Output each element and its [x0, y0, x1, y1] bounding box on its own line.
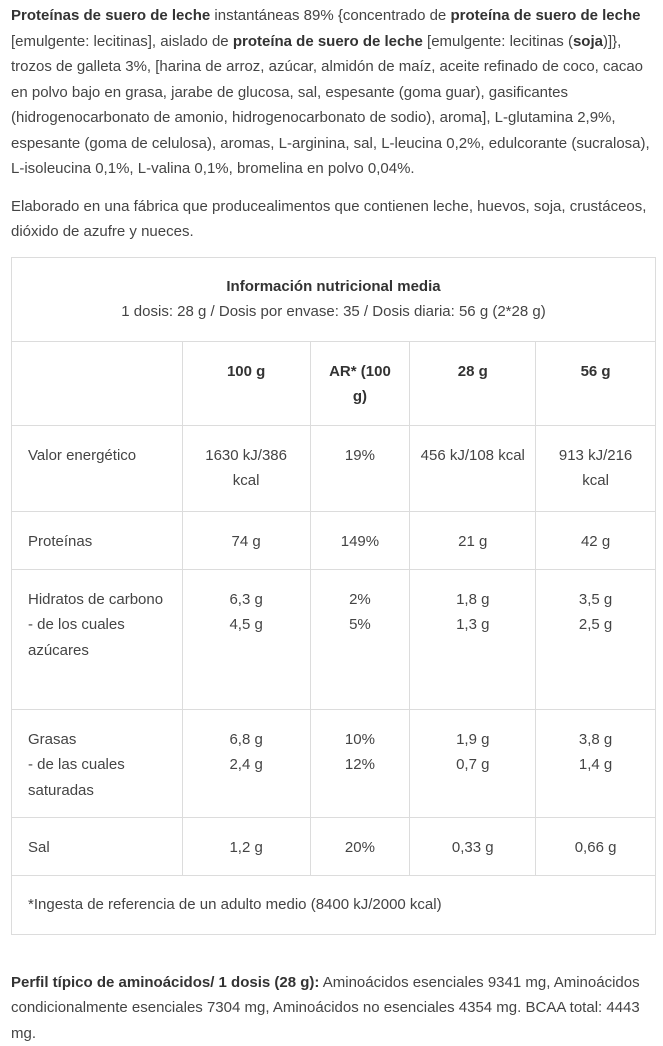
table-cell: 42 g: [536, 511, 656, 569]
cell-line: 1,8 g: [420, 587, 525, 613]
column-header: 100 g: [182, 341, 310, 425]
row-label: Proteínas: [12, 511, 183, 569]
bold-text: Perfil típico de aminoácidos/ 1 dosis (2…: [11, 974, 319, 991]
table-subtitle: 1 dosis: 28 g / Dosis por envase: 35 / D…: [22, 299, 645, 325]
cell-line: 6,8 g: [193, 727, 300, 753]
ingredients: Proteínas de suero de leche instantáneas…: [11, 3, 655, 182]
table-cell: 20%: [310, 818, 410, 876]
nutrition-table: Información nutricional media 1 dosis: 2…: [11, 257, 656, 935]
cell-line: 4,5 g: [193, 612, 300, 638]
bold-text: proteína de suero de leche: [233, 33, 423, 50]
row-label: Valor energético: [12, 425, 183, 511]
cell-line: Valor energético: [28, 443, 172, 469]
table-cell: 149%: [310, 511, 410, 569]
allergens: Elaborado en una fábrica que producealim…: [11, 194, 655, 245]
cell-line: 21 g: [420, 529, 525, 555]
table-cell: 913 kJ/216 kcal: [536, 425, 656, 511]
table-cell: 74 g: [182, 511, 310, 569]
table-cell: 0,33 g: [410, 818, 536, 876]
cell-line: Grasas: [28, 727, 172, 753]
cell-line: 19%: [321, 443, 400, 469]
row-label: Hidratos de carbono- de los cuales azúca…: [12, 569, 183, 709]
cell-line: 1630 kJ/386 kcal: [193, 443, 300, 494]
table-cell: 456 kJ/108 kcal: [410, 425, 536, 511]
cell-line: 5%: [321, 612, 400, 638]
table-cell: 0,66 g: [536, 818, 656, 876]
bold-text: proteína de suero de leche: [450, 7, 640, 24]
bold-text: soja: [573, 33, 603, 50]
table-header: Información nutricional media 1 dosis: 2…: [12, 257, 656, 341]
cell-line: 74 g: [193, 529, 300, 555]
table-row: Valor energético 1630 kJ/386 kcal 19% 456 k…: [12, 425, 656, 511]
bold-text: Proteínas de suero de leche: [11, 7, 210, 24]
amino-profile: Perfil típico de aminoácidos/ 1 dosis (2…: [11, 970, 655, 1046]
table-cell: 2%5%: [310, 569, 410, 709]
cell-line: 10%: [321, 727, 400, 753]
cell-line: 0,66 g: [546, 835, 645, 861]
cell-line: 0,7 g: [420, 752, 525, 778]
column-header: 28 g: [410, 341, 536, 425]
cell-line: 456 kJ/108 kcal: [420, 443, 525, 469]
table-cell: 1,2 g: [182, 818, 310, 876]
cell-line: 3,5 g: [546, 587, 645, 613]
table-row: Proteínas 74 g 149% 21 g 42 g: [12, 511, 656, 569]
cell-line: 2%: [321, 587, 400, 613]
text-run: [emulgente: lecitinas], aislado de: [11, 33, 233, 50]
row-label: Sal: [12, 818, 183, 876]
cell-line: 1,3 g: [420, 612, 525, 638]
cell-line: - de las cuales saturadas: [28, 752, 172, 803]
table-title: Información nutricional media: [22, 274, 645, 300]
cell-line: 0,33 g: [420, 835, 525, 861]
table-cell: 10%12%: [310, 709, 410, 818]
text-run: [emulgente: lecitinas (: [423, 33, 573, 50]
cell-line: - de los cuales azúcares: [28, 612, 172, 663]
column-header: 56 g: [536, 341, 656, 425]
table-row: Sal 1,2 g 20% 0,33 g 0,66 g: [12, 818, 656, 876]
cell-line: Sal: [28, 835, 172, 861]
cell-line: 1,4 g: [546, 752, 645, 778]
cell-line: 2,5 g: [546, 612, 645, 638]
text-run: instantáneas 89% {concentrado de: [210, 7, 450, 24]
footnote: *Ingesta de referencia de un adulto medi…: [12, 876, 656, 935]
cell-line: 2,4 g: [193, 752, 300, 778]
table-cell: 19%: [310, 425, 410, 511]
cell-line: 12%: [321, 752, 400, 778]
table-cell: 1630 kJ/386 kcal: [182, 425, 310, 511]
cell-line: 20%: [321, 835, 400, 861]
cell-line: 1,9 g: [420, 727, 525, 753]
column-header: AR* (100 g): [310, 341, 410, 425]
empty-cell: [12, 341, 183, 425]
cell-line: 6,3 g: [193, 587, 300, 613]
table-row: Hidratos de carbono- de los cuales azúca…: [12, 569, 656, 709]
cell-line: 913 kJ/216 kcal: [546, 443, 645, 494]
row-label: Grasas- de las cuales saturadas: [12, 709, 183, 818]
cell-line: Proteínas: [28, 529, 172, 555]
text-run: )]}, trozos de galleta 3%, [harina de ar…: [11, 33, 650, 178]
cell-line: 1,2 g: [193, 835, 300, 861]
cell-line: 3,8 g: [546, 727, 645, 753]
table-cell: 21 g: [410, 511, 536, 569]
cell-line: 42 g: [546, 529, 645, 555]
cell-line: Hidratos de carbono: [28, 587, 172, 613]
cell-line: 149%: [321, 529, 400, 555]
